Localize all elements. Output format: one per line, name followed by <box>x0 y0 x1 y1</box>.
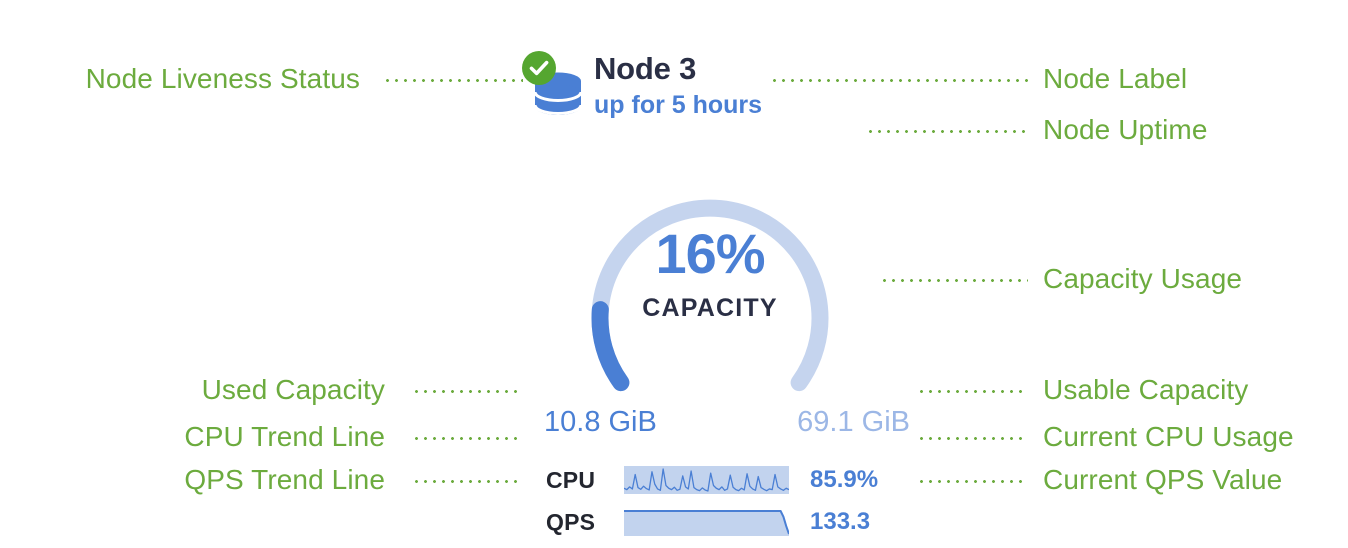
annotation-label: QPS Trend Line <box>184 464 385 495</box>
annotation-node-label: Node Label <box>1043 65 1187 93</box>
leader-line-node-uptime <box>866 130 1028 133</box>
node-status-card[interactable]: Node 3 up for 5 hours 16% CAPACITY 10.8 … <box>520 48 920 536</box>
current-qps-value-value: 133.3 <box>810 508 871 535</box>
node-text-block: Node 3 up for 5 hours <box>594 48 762 120</box>
annotation-usable-capacity: Usable Capacity <box>1043 376 1248 404</box>
metric-name-qps: QPS <box>546 508 596 535</box>
capacity-gauge-arc <box>591 199 829 392</box>
cpu-sparkline-path <box>624 468 789 492</box>
qps-sparkline-path <box>624 510 789 536</box>
annotation-label: Node Label <box>1043 63 1188 94</box>
annotation-capacity-usage: Capacity Usage <box>1043 265 1242 293</box>
gauge-track <box>591 199 829 392</box>
annotation-used-capacity: Used Capacity <box>0 376 385 404</box>
annotation-node-liveness-status: Node Liveness Status <box>0 65 360 93</box>
leader-line-current-cpu-usage <box>917 437 1028 440</box>
database-cylinder-icon <box>533 72 583 115</box>
leader-line-node-label <box>770 79 1028 82</box>
leader-line-node-liveness-status <box>383 79 523 82</box>
annotation-cpu-trend-line: CPU Trend Line <box>0 423 385 451</box>
capacity-values-row: 10.8 GiB 69.1 GiB <box>544 406 920 439</box>
leader-line-cpu-trend-line <box>412 437 522 440</box>
node-uptime-value: up for 5 hours <box>594 91 763 120</box>
used-capacity-value: 10.8 GiB <box>544 406 657 438</box>
leader-line-capacity-usage <box>880 279 1028 282</box>
usable-capacity-value: 69.1 GiB <box>797 406 910 438</box>
annotation-label: Current QPS Value <box>1043 464 1283 495</box>
node-liveness-healthy-icon[interactable] <box>520 48 584 124</box>
annotation-node-uptime: Node Uptime <box>1043 116 1208 144</box>
annotation-label: Used Capacity <box>201 374 385 405</box>
current-cpu-usage-value: 85.9% <box>810 466 879 493</box>
metric-row-qps[interactable]: QPS 133.3 <box>546 508 870 536</box>
node-header: Node 3 up for 5 hours <box>520 48 762 124</box>
annotation-label: Usable Capacity <box>1043 374 1249 405</box>
qps-sparkline <box>624 508 789 536</box>
annotation-label: Capacity Usage <box>1043 263 1243 294</box>
node-label-value: Node 3 <box>594 51 697 86</box>
annotation-label: Node Liveness Status <box>85 63 360 94</box>
annotation-label: Node Uptime <box>1043 114 1208 145</box>
leader-line-qps-trend-line <box>412 480 522 483</box>
annotation-current-qps-value: Current QPS Value <box>1043 466 1282 494</box>
leader-line-current-qps-value <box>917 480 1028 483</box>
annotation-qps-trend-line: QPS Trend Line <box>0 466 385 494</box>
annotation-label: Current CPU Usage <box>1043 421 1294 452</box>
gauge-fill <box>591 199 829 392</box>
annotation-label: CPU Trend Line <box>184 421 385 452</box>
capacity-gauge[interactable]: 16% CAPACITY <box>560 160 860 400</box>
cpu-sparkline <box>624 466 789 494</box>
check-circle-icon <box>522 51 556 85</box>
metric-name-cpu: CPU <box>546 466 596 493</box>
annotation-current-cpu-usage: Current CPU Usage <box>1043 423 1294 451</box>
leader-line-used-capacity <box>412 390 522 393</box>
leader-line-usable-capacity <box>917 390 1028 393</box>
metric-row-cpu[interactable]: CPU 85.9% <box>546 466 878 494</box>
